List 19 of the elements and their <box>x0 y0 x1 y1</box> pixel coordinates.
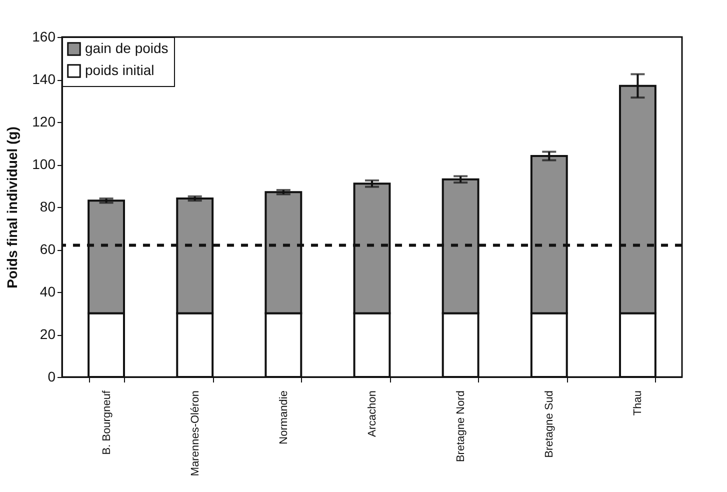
legend-label: poids initial <box>85 62 154 78</box>
x-tick-label: Normandie <box>278 390 290 444</box>
y-axis-title: Poids final individuel (g) <box>4 126 20 288</box>
y-tick-label: 160 <box>32 28 56 44</box>
y-tick-label: 80 <box>40 198 56 214</box>
legend-label: gain de poids <box>85 40 168 56</box>
y-tick-label: 100 <box>32 156 56 172</box>
y-tick-label: 120 <box>32 114 56 130</box>
x-tick-label: Marennes-Oléron <box>189 390 202 476</box>
x-tick-label: Thau <box>632 390 644 416</box>
y-tick-label: 20 <box>40 326 56 342</box>
x-tick-label: B. Bourgneuf <box>100 390 113 455</box>
x-tick-label: Bretagne Nord <box>455 390 468 462</box>
y-tick-label: 60 <box>40 241 56 257</box>
x-tick-label: Arcachon <box>366 390 378 437</box>
x-tick-label: Bretagne Sud <box>544 390 556 458</box>
y-tick-label: 140 <box>32 71 56 87</box>
y-tick-label: 40 <box>40 284 56 300</box>
y-tick-label: 0 <box>48 368 56 384</box>
